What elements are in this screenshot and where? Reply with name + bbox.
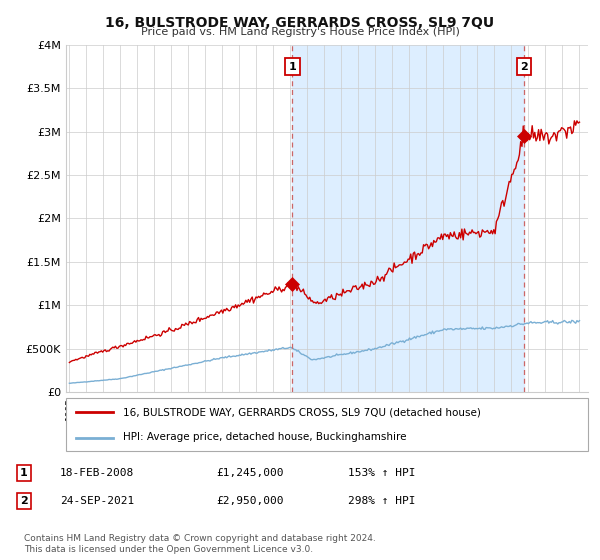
Text: HPI: Average price, detached house, Buckinghamshire: HPI: Average price, detached house, Buck… bbox=[124, 432, 407, 442]
Text: Contains HM Land Registry data © Crown copyright and database right 2024.: Contains HM Land Registry data © Crown c… bbox=[24, 534, 376, 543]
Text: 298% ↑ HPI: 298% ↑ HPI bbox=[348, 496, 415, 506]
FancyBboxPatch shape bbox=[66, 398, 588, 451]
Text: 16, BULSTRODE WAY, GERRARDS CROSS, SL9 7QU: 16, BULSTRODE WAY, GERRARDS CROSS, SL9 7… bbox=[106, 16, 494, 30]
Text: £2,950,000: £2,950,000 bbox=[216, 496, 284, 506]
Text: £1,245,000: £1,245,000 bbox=[216, 468, 284, 478]
Text: 18-FEB-2008: 18-FEB-2008 bbox=[60, 468, 134, 478]
Text: 2: 2 bbox=[20, 496, 28, 506]
Text: 24-SEP-2021: 24-SEP-2021 bbox=[60, 496, 134, 506]
Text: 1: 1 bbox=[20, 468, 28, 478]
Bar bbox=[292, 45, 524, 392]
Text: 153% ↑ HPI: 153% ↑ HPI bbox=[348, 468, 415, 478]
Text: 2: 2 bbox=[520, 62, 528, 72]
Text: Price paid vs. HM Land Registry's House Price Index (HPI): Price paid vs. HM Land Registry's House … bbox=[140, 27, 460, 37]
Text: 16, BULSTRODE WAY, GERRARDS CROSS, SL9 7QU (detached house): 16, BULSTRODE WAY, GERRARDS CROSS, SL9 7… bbox=[124, 408, 481, 418]
Text: This data is licensed under the Open Government Licence v3.0.: This data is licensed under the Open Gov… bbox=[24, 545, 313, 554]
Text: 1: 1 bbox=[289, 62, 296, 72]
